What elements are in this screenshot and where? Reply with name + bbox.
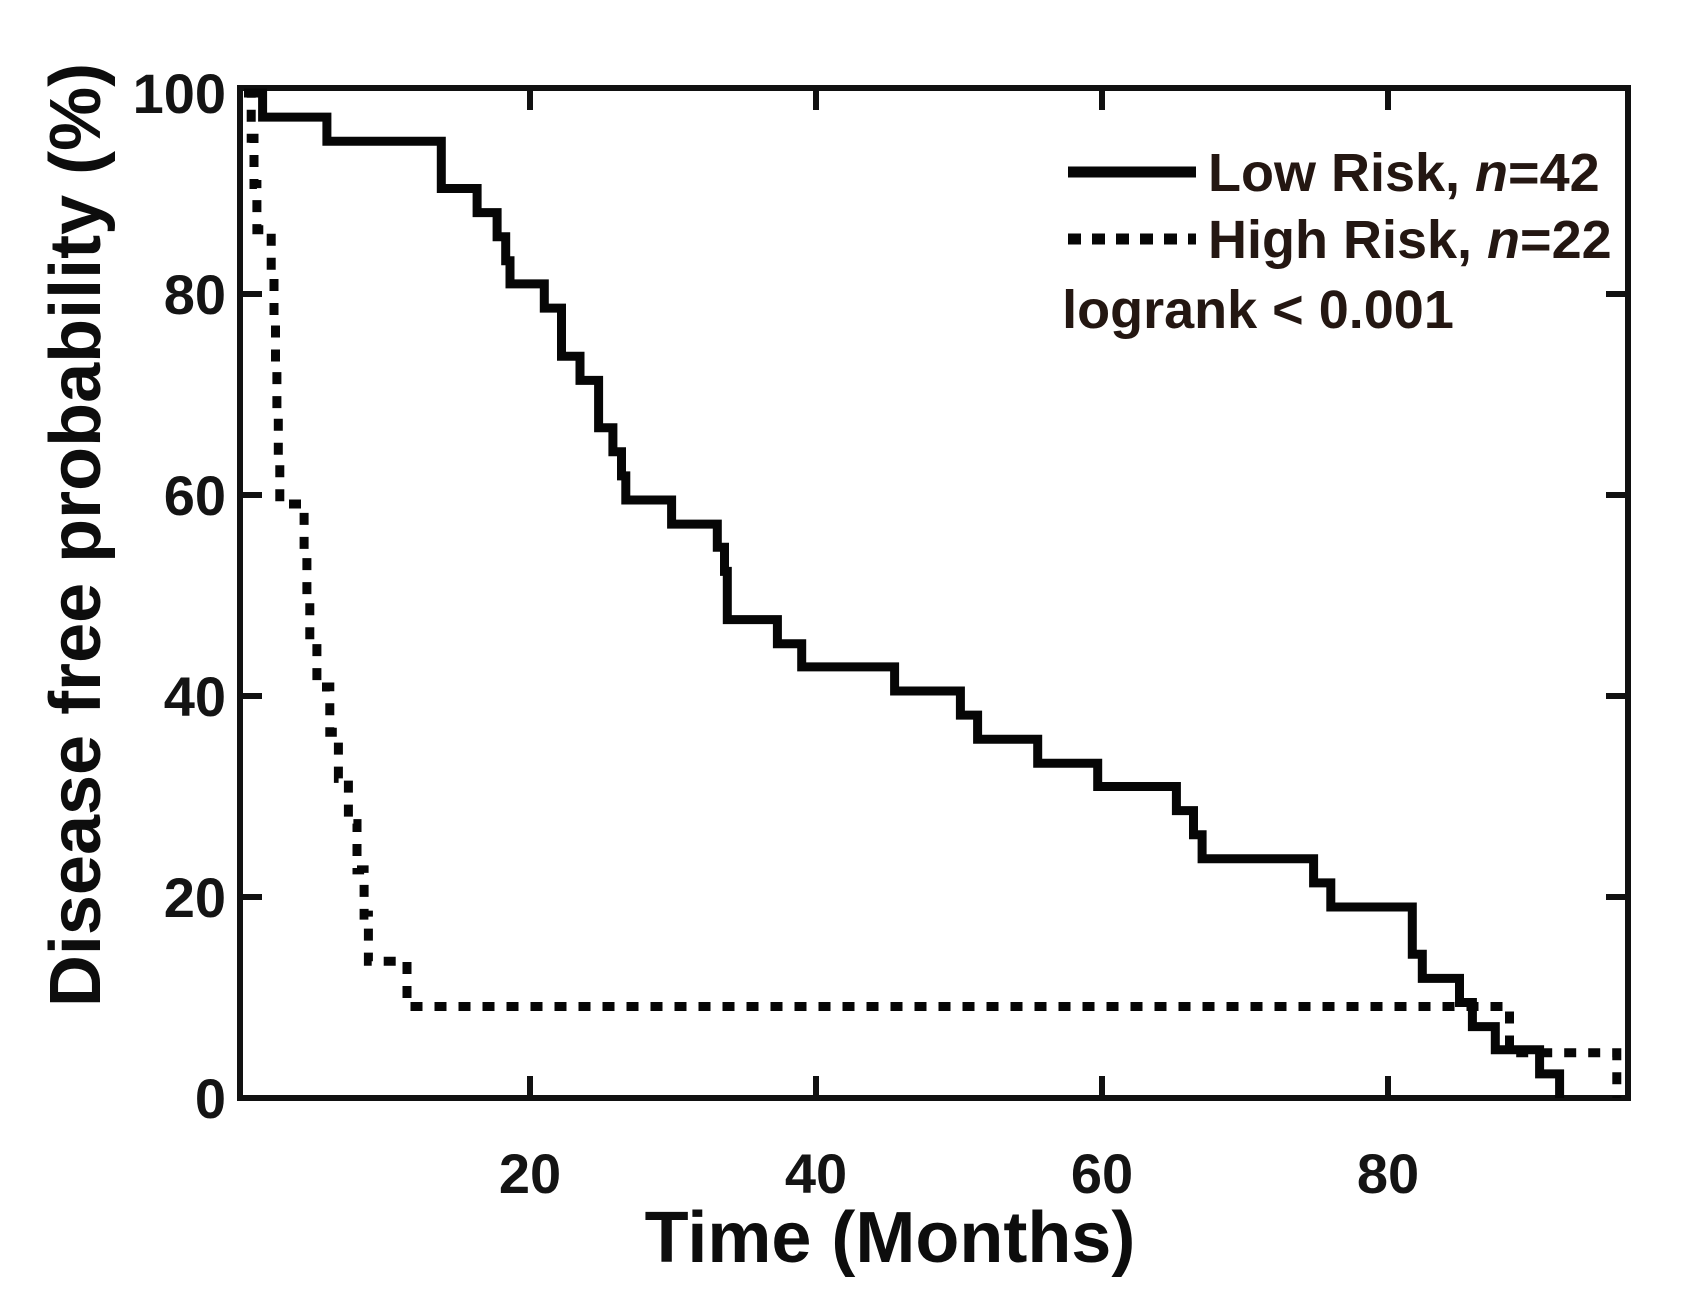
y-tick-label: 0: [195, 1067, 226, 1130]
y-tick-label: 100: [133, 62, 226, 125]
plot-area: 20 40 60 80 0 20 40 60 80 100: [133, 62, 1631, 1205]
legend-label-low-risk: Low Risk, n=42: [1208, 143, 1600, 203]
chart-frame: [237, 85, 1631, 1101]
legend: Low Risk, n=42 High Risk, n=22 logrank <…: [1062, 143, 1612, 340]
legend-label-high-risk: High Risk, n=22: [1208, 210, 1612, 270]
y-tick-label: 80: [164, 263, 226, 326]
y-axis-title: Disease free probability (%): [36, 63, 116, 1007]
y-tick-label: 60: [164, 464, 226, 527]
x-tick-label: 40: [785, 1142, 847, 1205]
logrank-annotation: logrank < 0.001: [1062, 280, 1454, 340]
y-tick-label: 20: [164, 866, 226, 929]
x-tick-label: 60: [1071, 1142, 1133, 1205]
x-tick-label: 20: [499, 1142, 561, 1205]
km-curve-high-risk: [244, 88, 1622, 1098]
x-tick-label: 80: [1357, 1142, 1419, 1205]
y-tick-label: 40: [164, 665, 226, 728]
km-curve-low-risk: [244, 88, 1565, 1098]
x-axis-title: Time (Months): [645, 1198, 1136, 1278]
